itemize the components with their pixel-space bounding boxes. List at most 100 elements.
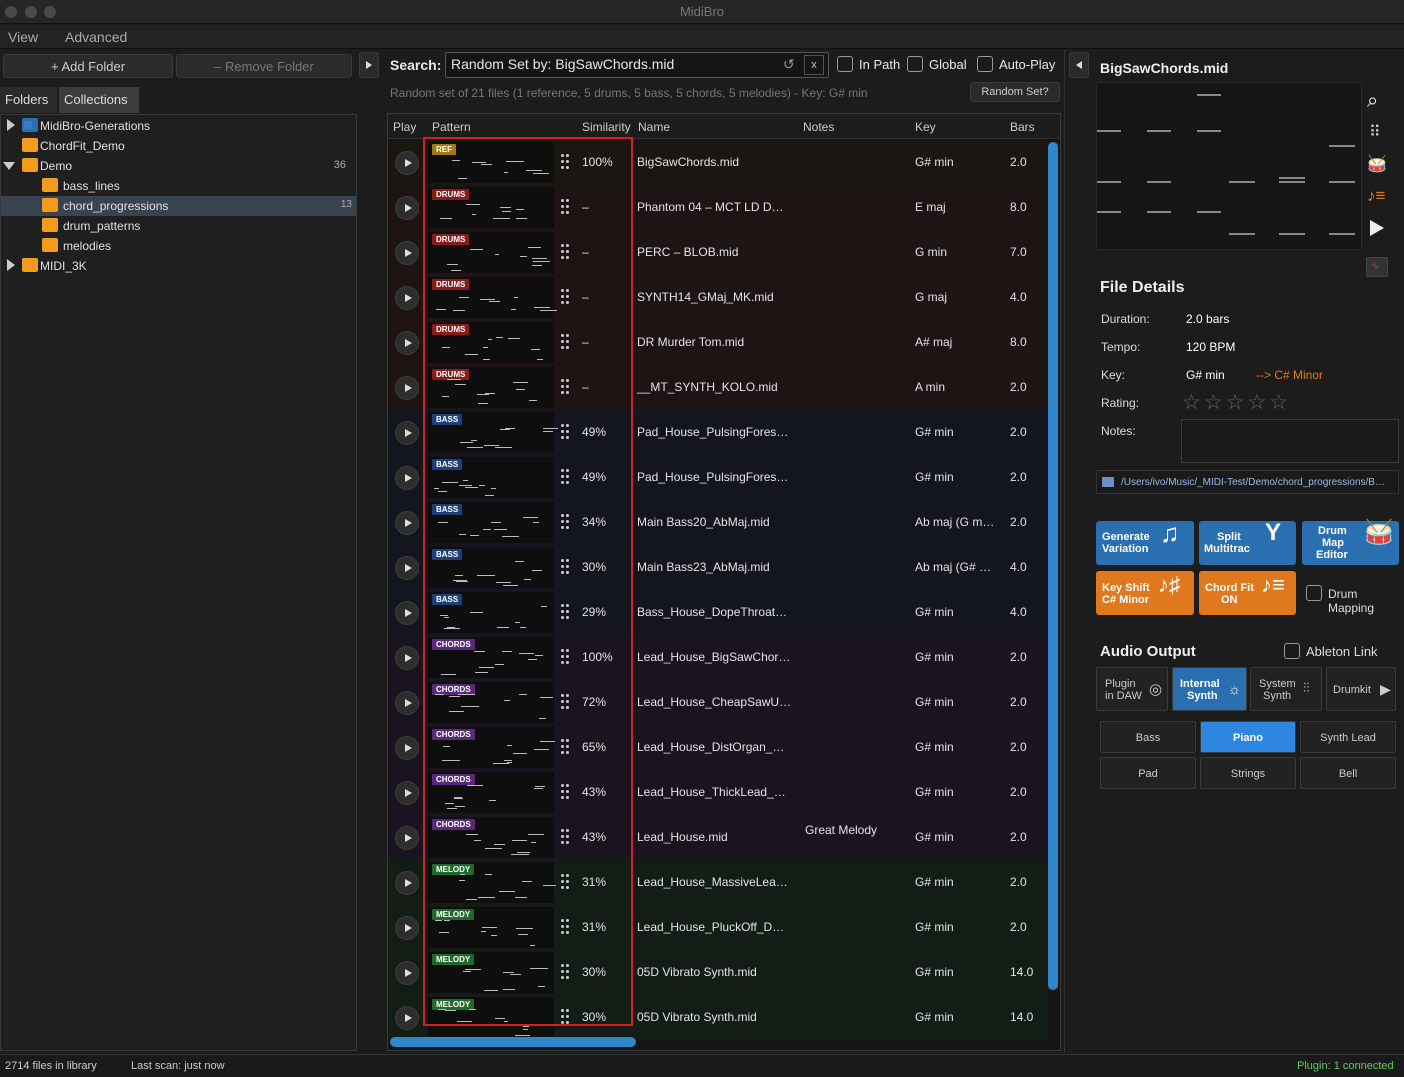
chord-fit-button[interactable]: Chord Fit ON ♪≡ — [1199, 571, 1296, 615]
table-row[interactable]: DRUMS – DR Murder Tom.mid A# maj 8.0 — [388, 320, 1048, 365]
table-row[interactable]: DRUMS – Phantom 04 – MCT LD D… E maj 8.0 — [388, 185, 1048, 230]
in-path-checkbox[interactable] — [837, 56, 853, 72]
play-button[interactable] — [395, 736, 419, 760]
play-button[interactable] — [395, 241, 419, 265]
drag-handle-icon[interactable] — [561, 424, 571, 442]
close-window-button[interactable] — [5, 6, 17, 18]
synth-piano[interactable]: Piano — [1200, 721, 1296, 753]
table-row[interactable]: CHORDS 43% Lead_House_ThickLead_… G# min 2.0 — [388, 770, 1048, 815]
play-button[interactable] — [395, 421, 419, 445]
drum-map-editor-button[interactable]: Drum Map Editor 🥁 — [1302, 521, 1399, 565]
expand-icon[interactable] — [7, 119, 15, 131]
split-multitrack-button[interactable]: Split Multitrac Y — [1199, 521, 1296, 565]
col-key[interactable]: Key — [915, 120, 936, 134]
play-button[interactable] — [395, 691, 419, 715]
table-row[interactable]: DRUMS – __MT_SYNTH_KOLO.mid A min 2.0 — [388, 365, 1048, 410]
table-row[interactable]: CHORDS 100% Lead_House_BigSawChor… G# min 2.… — [388, 635, 1048, 680]
menu-advanced[interactable]: Advanced — [65, 29, 128, 45]
col-similarity[interactable]: Similarity — [582, 120, 631, 134]
output-drumkit[interactable]: Drumkit ▶ — [1326, 667, 1396, 711]
tab-collections[interactable]: Collections — [59, 87, 139, 113]
play-button[interactable] — [395, 286, 419, 310]
play-button[interactable] — [395, 1006, 419, 1030]
play-button[interactable] — [395, 376, 419, 400]
random-set-button[interactable]: Random Set? — [970, 82, 1060, 102]
drag-handle-icon[interactable] — [561, 514, 571, 532]
drag-handle-icon[interactable] — [561, 334, 571, 352]
expand-icon[interactable] — [7, 259, 15, 271]
grip-icon[interactable]: ⠿ — [1369, 124, 1381, 141]
drag-handle-icon[interactable] — [561, 289, 571, 307]
tree-item-bass-lines[interactable]: bass_lines — [1, 176, 356, 196]
remove-folder-button[interactable]: – Remove Folder — [176, 54, 352, 78]
waveform-button[interactable]: ∿ — [1366, 257, 1388, 277]
history-icon[interactable]: ↺ — [783, 56, 795, 72]
table-row[interactable]: CHORDS 72% Lead_House_CheapSawU… G# min 2.0 — [388, 680, 1048, 725]
tree-item-melodies[interactable]: melodies — [1, 236, 356, 256]
synth-lead[interactable]: Synth Lead — [1300, 721, 1396, 753]
table-row[interactable]: DRUMS – SYNTH14_GMaj_MK.mid G maj 4.0 — [388, 275, 1048, 320]
table-row[interactable]: DRUMS – PERC – BLOB.mid G min 7.0 — [388, 230, 1048, 275]
synth-pad[interactable]: Pad — [1100, 757, 1196, 789]
drag-handle-icon[interactable] — [561, 694, 571, 712]
col-notes[interactable]: Notes — [803, 120, 835, 134]
play-button[interactable] — [395, 151, 419, 175]
drag-handle-icon[interactable] — [561, 154, 571, 172]
table-row[interactable]: REF 100% BigSawChords.mid G# min 2.0 — [388, 140, 1048, 185]
table-row[interactable]: MELODY 31% Lead_House_MassiveLea… G# min 2.0 — [388, 860, 1048, 905]
synth-strings[interactable]: Strings — [1200, 757, 1296, 789]
play-button[interactable] — [395, 331, 419, 355]
play-button[interactable] — [395, 556, 419, 580]
drag-handle-icon[interactable] — [561, 1009, 571, 1027]
drag-handle-icon[interactable] — [561, 199, 571, 217]
tree-item-midi-3k[interactable]: MIDI_3K — [1, 256, 356, 276]
col-bars[interactable]: Bars — [1010, 120, 1035, 134]
table-row[interactable]: MELODY 30% 05D Vibrato Synth.mid G# min 14.0 — [388, 995, 1048, 1040]
drag-handle-icon[interactable] — [561, 784, 571, 802]
add-folder-button[interactable]: + Add Folder — [3, 54, 173, 78]
output-system-synth[interactable]: System Synth ⫶⫶ — [1250, 667, 1322, 711]
table-row[interactable]: MELODY 31% Lead_House_PluckOff_D… G# min 2.0 — [388, 905, 1048, 950]
table-row[interactable]: BASS 49% Pad_House_PulsingFores… G# min 2.0 — [388, 455, 1048, 500]
synth-bass[interactable]: Bass — [1100, 721, 1196, 753]
tree-item-midibro-generations[interactable]: MidiBro-Generations — [1, 116, 356, 136]
v-scroll-thumb[interactable] — [1048, 142, 1058, 990]
tab-folders[interactable]: Folders — [0, 87, 57, 113]
play-button[interactable] — [395, 826, 419, 850]
auto-play-checkbox[interactable] — [977, 56, 993, 72]
search-input[interactable]: Random Set by: BigSawChords.mid ↺ x — [445, 52, 829, 78]
collapse-left-button[interactable] — [359, 52, 379, 78]
notes-field[interactable] — [1181, 419, 1399, 463]
play-button[interactable] — [395, 781, 419, 805]
drag-handle-icon[interactable] — [561, 559, 571, 577]
playlist-icon[interactable]: ♪≡ — [1367, 186, 1386, 205]
play-button[interactable] — [395, 601, 419, 625]
play-button[interactable] — [395, 466, 419, 490]
play-icon[interactable] — [1370, 220, 1384, 236]
drag-handle-icon[interactable] — [561, 244, 571, 262]
search-icon[interactable]: ⌕ — [1367, 90, 1379, 112]
drag-handle-icon[interactable] — [561, 919, 571, 937]
collapse-icon[interactable] — [3, 162, 15, 170]
zoom-window-button[interactable] — [44, 6, 56, 18]
key-shift-button[interactable]: Key Shift C# Minor ♪♯ — [1096, 571, 1194, 615]
col-name[interactable]: Name — [638, 120, 671, 134]
drum-mapping-checkbox[interactable] — [1306, 585, 1322, 601]
v-scrollbar[interactable] — [1048, 142, 1058, 990]
collapse-right-button[interactable] — [1069, 52, 1089, 78]
drag-handle-icon[interactable] — [561, 964, 571, 982]
drag-handle-icon[interactable] — [561, 739, 571, 757]
drag-handle-icon[interactable] — [561, 829, 571, 847]
table-row[interactable]: BASS 49% Pad_House_PulsingFores… G# min 2.0 — [388, 410, 1048, 455]
drag-handle-icon[interactable] — [561, 604, 571, 622]
table-row[interactable]: BASS 29% Bass_House_DopeThroat… G# min 4.0 — [388, 590, 1048, 635]
play-button[interactable] — [395, 196, 419, 220]
col-pattern[interactable]: Pattern — [432, 120, 471, 134]
file-path-bar[interactable]: /Users/ivo/Music/_MIDI-Test/Demo/chord_p… — [1096, 470, 1399, 494]
ableton-link-checkbox[interactable] — [1284, 643, 1300, 659]
minimize-window-button[interactable] — [25, 6, 37, 18]
tree-item-chord-progressions[interactable]: chord_progressions 13 — [1, 196, 356, 216]
play-button[interactable] — [395, 871, 419, 895]
drag-handle-icon[interactable] — [561, 649, 571, 667]
generate-variation-button[interactable]: Generate Variation ♫ — [1096, 520, 1194, 565]
